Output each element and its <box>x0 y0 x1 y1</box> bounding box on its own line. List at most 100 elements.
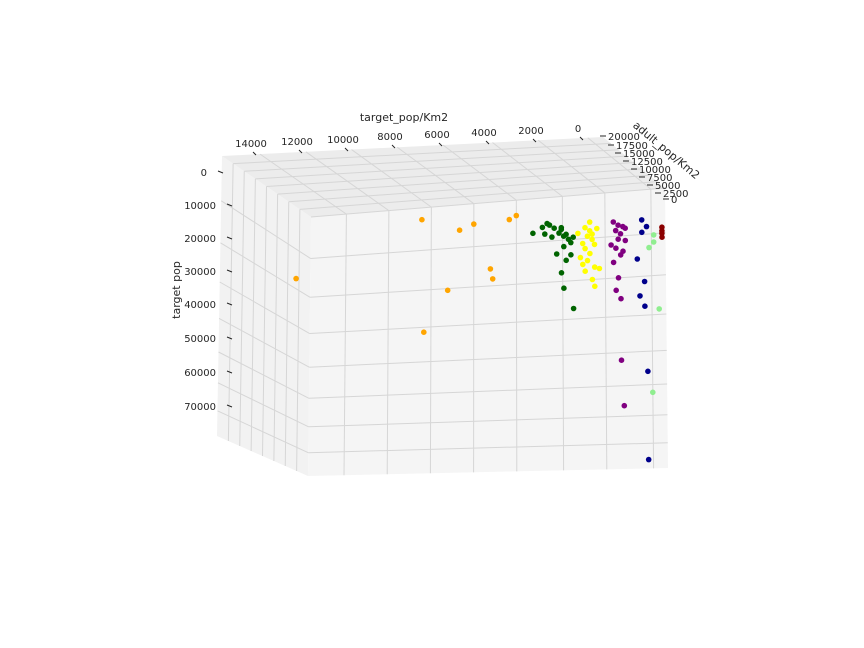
data-point <box>546 222 553 228</box>
z-tick-label: 10000 <box>184 201 216 212</box>
data-point <box>596 265 603 272</box>
data-point <box>561 285 567 292</box>
grid-line-top-depth <box>259 153 347 215</box>
data-point <box>549 234 555 240</box>
data-point <box>589 231 595 237</box>
data-point <box>610 219 617 225</box>
y-tick-label: 20000 <box>608 132 640 143</box>
data-point <box>487 266 494 272</box>
grid-line-top <box>299 181 658 210</box>
data-point <box>639 229 645 236</box>
data-point <box>575 230 581 237</box>
data-point <box>642 303 648 310</box>
data-point <box>563 257 569 264</box>
grid-line-top-depth <box>305 151 390 212</box>
z-tick-mark <box>226 336 233 340</box>
data-point <box>615 275 622 281</box>
grid-line-top-depth <box>492 142 563 197</box>
data-point <box>419 216 425 223</box>
grid-line-top <box>266 162 635 187</box>
z-tick-mark <box>226 236 233 240</box>
x-tick-mark <box>579 136 584 141</box>
data-point <box>617 231 624 237</box>
data-point <box>615 222 621 228</box>
z-tick-mark <box>226 404 233 408</box>
data-point <box>610 259 617 266</box>
grid-line-top-depth <box>442 144 517 201</box>
data-point <box>570 234 576 240</box>
data-point <box>591 241 598 248</box>
z-tick-mark <box>226 203 233 207</box>
x-tick-label: 8000 <box>377 132 402 143</box>
z-tick-label: 70000 <box>184 402 216 413</box>
data-point <box>582 224 588 231</box>
data-point <box>641 278 648 285</box>
x-tick-mark <box>532 138 537 143</box>
data-point <box>634 256 641 262</box>
x-tick-label: 10000 <box>327 135 359 146</box>
grid-line-top <box>277 168 642 195</box>
data-point <box>613 245 619 251</box>
y-tick-label: 0 <box>671 195 677 206</box>
data-point <box>650 239 657 245</box>
data-point <box>582 245 588 252</box>
data-point <box>558 224 565 231</box>
x-axis-label: target_pop/Km2 <box>360 111 448 124</box>
data-point <box>589 276 596 283</box>
x-tick-label: 14000 <box>235 139 267 150</box>
data-point <box>530 230 536 237</box>
data-point <box>580 261 586 268</box>
y-tick-label: 7500 <box>647 173 672 184</box>
data-point <box>542 231 548 237</box>
data-point <box>584 257 591 264</box>
data-point <box>506 216 513 223</box>
grid-line-depth <box>239 171 245 447</box>
data-point <box>563 231 569 238</box>
data-point <box>561 243 567 250</box>
grid-line-horizontal <box>309 349 667 368</box>
data-point <box>621 402 628 409</box>
grid-line-horizontal <box>310 274 666 298</box>
grid-line-depth <box>284 201 290 467</box>
z-tick-label: 30000 <box>184 267 216 278</box>
x-tick-label: 6000 <box>424 130 449 141</box>
z-tick-mark <box>226 269 233 273</box>
data-point <box>587 250 593 257</box>
x-tick-mark <box>485 140 490 145</box>
data-point <box>582 268 588 275</box>
grid-line-horizontal <box>310 232 666 259</box>
data-point <box>637 293 643 299</box>
data-point <box>615 236 621 242</box>
grid-line-top-depth <box>537 139 606 194</box>
data-point <box>489 276 496 282</box>
data-point <box>577 254 584 261</box>
z-tick-label: 50000 <box>184 334 216 345</box>
grid-line-depth <box>262 186 267 457</box>
data-point <box>471 221 477 227</box>
x-tick-label: 4000 <box>471 128 496 139</box>
grid-line-depth <box>296 209 301 472</box>
data-point <box>568 239 574 246</box>
y-tick-label: 17500 <box>616 141 648 152</box>
grid-line-horizontal <box>308 414 668 428</box>
z-tick-mark <box>217 170 224 174</box>
grid-line-horizontal <box>308 383 668 399</box>
x-tick-mark <box>252 151 257 156</box>
grid-line-top <box>255 155 627 180</box>
z-tick-mark <box>226 302 233 306</box>
x-tick-label: 0 <box>575 124 581 135</box>
data-point <box>618 357 625 364</box>
panes <box>217 137 668 476</box>
grid-line-vertical <box>604 192 608 470</box>
data-point <box>643 223 650 230</box>
data-point <box>656 306 662 312</box>
grid-lines <box>217 137 668 476</box>
data-point <box>638 217 645 223</box>
grid-line-top <box>288 174 650 203</box>
x-tick-label: 12000 <box>281 137 313 148</box>
grid-line-depth <box>227 163 234 442</box>
data-point <box>659 230 665 237</box>
x-tick-mark <box>438 142 443 147</box>
